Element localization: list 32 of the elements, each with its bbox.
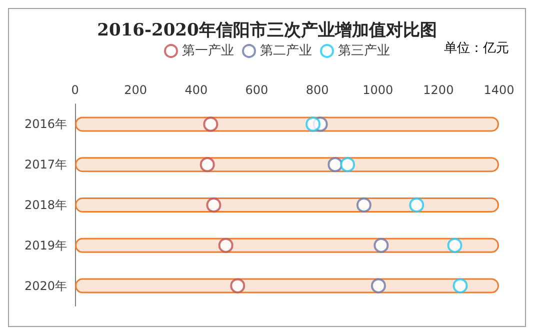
y-tick-label: 2019年	[24, 238, 67, 252]
point	[306, 116, 321, 132]
point	[447, 238, 462, 253]
y-tick-label: 2017年	[24, 158, 67, 172]
point	[218, 238, 234, 253]
chart-title: 2016-2020年信阳市三次产业增加值对比图	[97, 20, 437, 40]
x-tick-label: 1200	[423, 83, 454, 97]
point	[328, 157, 343, 172]
point	[230, 278, 246, 294]
x-tick-label: 400	[184, 83, 208, 97]
y-tick-label: 2018年	[24, 198, 67, 212]
x-tick-label: 200	[124, 83, 148, 97]
x-tick-label: 0	[71, 83, 79, 97]
point	[374, 238, 389, 253]
point	[203, 116, 218, 132]
point	[340, 157, 356, 172]
point	[409, 198, 424, 212]
y-tick-label: 2020年	[24, 278, 67, 293]
x-tick-label: 1400	[484, 83, 514, 97]
point	[370, 278, 386, 294]
x-tick-label: 600	[245, 83, 268, 97]
point	[452, 278, 468, 294]
y-tick-label: 2016年	[24, 117, 67, 132]
point	[356, 198, 372, 212]
legend-label: 第二产业	[260, 44, 312, 58]
x-tick-label: 1000	[362, 83, 394, 97]
text: 单位：亿元	[444, 41, 509, 56]
x-tick-label: 800	[306, 83, 329, 97]
legend-label: 第一产业	[182, 44, 234, 58]
point	[206, 198, 222, 212]
point	[200, 157, 215, 172]
legend-label: 第三产业	[338, 44, 390, 58]
